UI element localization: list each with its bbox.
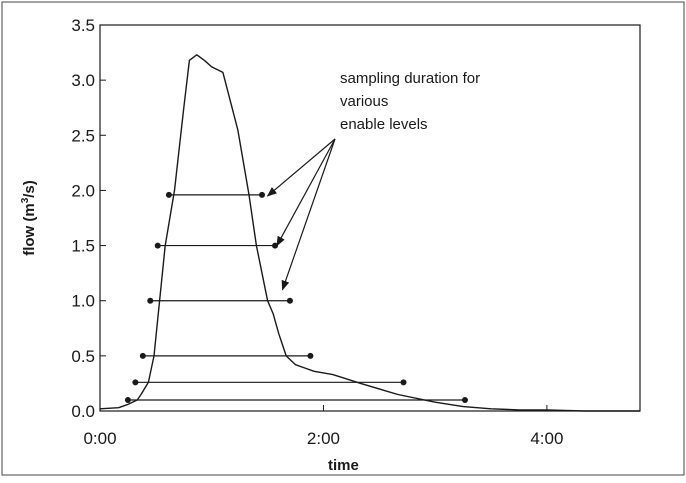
level-start-marker: [124, 396, 131, 403]
enable-level-lines: [124, 191, 468, 403]
level-end-marker: [400, 379, 407, 386]
y-axis-title-superscript: 3: [20, 197, 31, 203]
y-axis-title: flow (m3/s): [20, 180, 38, 256]
annotation-line-1: sampling duration for: [340, 70, 480, 87]
x-tick-label: 2:00: [307, 429, 340, 448]
level-start-marker: [154, 242, 161, 249]
y-tick-label: 1.0: [71, 292, 95, 311]
y-axis-title-tail: /s): [21, 180, 38, 198]
y-tick-label: 2.0: [71, 181, 95, 200]
level-end-marker: [286, 297, 293, 304]
level-start-marker: [147, 297, 154, 304]
level-end-marker: [259, 191, 265, 198]
y-axis-ticks: 0.0 0.5 1.0 1.5 2.0 2.5 3.0 3.5: [71, 16, 106, 421]
plot-area-frame: [99, 24, 641, 412]
x-axis-ticks: 0:00 2:00 4:00: [83, 405, 563, 448]
level-end-marker: [307, 352, 314, 359]
y-axis-title-main: flow (m: [21, 203, 38, 256]
x-tick-label: 0:00: [83, 429, 116, 448]
annotation-line-3: enable levels: [340, 116, 428, 133]
annotation-line-2: various: [340, 93, 388, 110]
flow-series-line: [99, 54, 640, 412]
y-tick-label: 3.0: [71, 71, 95, 90]
x-axis-title: time: [328, 457, 359, 474]
y-tick-label: 0.5: [71, 347, 95, 366]
annotation-arrow: [281, 138, 336, 291]
y-tick-label: 0.0: [71, 402, 95, 421]
annotation-arrow: [266, 138, 336, 197]
level-end-marker: [461, 396, 468, 403]
level-start-marker: [139, 352, 146, 359]
annotation-arrows: [266, 138, 336, 291]
level-start-marker: [132, 379, 139, 386]
y-tick-label: 3.5: [71, 16, 95, 35]
y-tick-label: 1.5: [71, 237, 95, 256]
series-group: [99, 54, 640, 412]
x-tick-label: 4:00: [530, 429, 563, 448]
annotation-arrow: [276, 138, 336, 247]
level-start-marker: [165, 191, 172, 198]
y-tick-label: 2.5: [71, 126, 95, 145]
